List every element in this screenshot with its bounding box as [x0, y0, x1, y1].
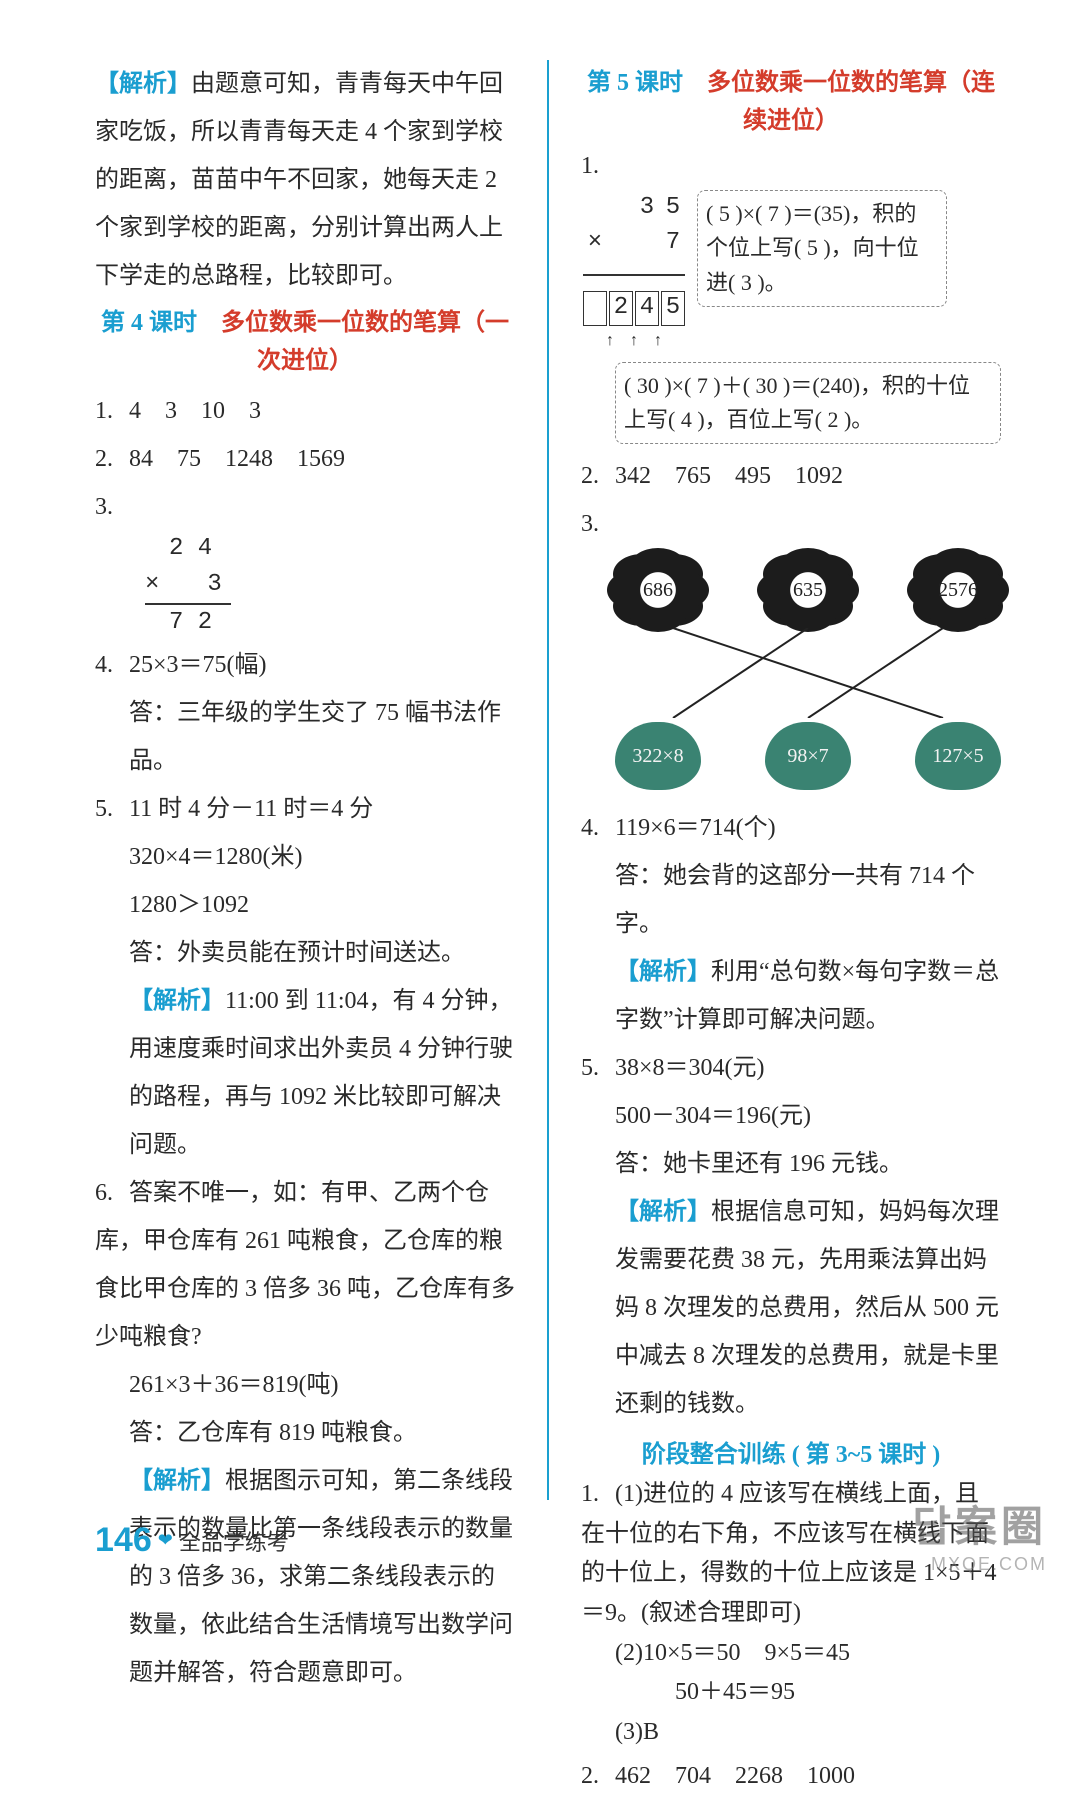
r-q2: 2.342 765 495 1092 — [581, 452, 1001, 500]
flower-2: 635 — [765, 556, 851, 624]
stage-header: 阶段整合训练 ( 第 3~5 课时 ) — [581, 1434, 1001, 1469]
match-lines — [615, 628, 1001, 718]
matching-diagram: 686 635 2576 322×8 98×7 127×5 — [581, 556, 1001, 790]
lesson-5-label: 第 5 课时 — [587, 70, 683, 96]
watermark: 답案圈 MXQE.COM — [912, 1493, 1047, 1575]
page-footer: 146 ❤ 全品学练考 — [95, 1521, 289, 1560]
footer-text: 全品学练考 — [179, 1525, 289, 1557]
balloon-2: ( 30 )×( 7 )＋( 30 )＝(240)，积的十位上写( 4 )，百位… — [615, 362, 1001, 444]
l-q5: 5.11 时 4 分－11 时＝4 分 — [95, 785, 515, 833]
l-q6-analysis: 【解析】根据图示可知，第二条线段表示的数量比第一条线段表示的数量的 3 倍多 3… — [95, 1457, 515, 1697]
leaf-3: 127×5 — [915, 722, 1001, 790]
vertical-multiplication: 35 ×7 245 ↑ ↑ ↑ — [581, 190, 687, 354]
footer-icon: ❤ — [158, 1530, 173, 1551]
l-q6: 6.答案不唯一，如：有甲、乙两个仓库，甲仓库有 261 吨粮食，乙仓库的粮食比甲… — [95, 1169, 515, 1361]
r-q4-analysis: 【解析】利用“总句数×每句字数＝总字数”计算即可解决问题。 — [581, 948, 1001, 1044]
analysis-1: 【解析】由题意可知，青青每天中午回家吃饭，所以青青每天走 4 个家到学校的距离，… — [95, 60, 515, 300]
leaf-1: 322×8 — [615, 722, 701, 790]
lesson-5-title: 多位数乘一位数的笔算（连续进位） — [707, 70, 995, 134]
lesson-5-header: 第 5 课时 多位数乘一位数的笔算（连续进位） — [581, 64, 1001, 141]
l-q4-ans: 答：三年级的学生交了 75 幅书法作品。 — [95, 689, 515, 785]
flower-3: 2576 — [915, 556, 1001, 624]
s-q2: 2.462 704 2268 1000 — [581, 1752, 1001, 1800]
l-q1: 1.4 3 10 3 — [95, 387, 515, 435]
lesson-4-label: 第 4 课时 — [101, 310, 197, 336]
l-q4: 4.25×3＝75(幅) — [95, 641, 515, 689]
l-q3-calc: 2 4 × 3 7 2 — [145, 531, 515, 641]
r-q5: 5.38×8＝304(元) — [581, 1044, 1001, 1092]
r-q5-analysis: 【解析】根据信息可知，妈妈每次理发需要花费 38 元，先用乘法算出妈妈 8 次理… — [581, 1188, 1001, 1428]
l-q2: 2.84 75 1248 1569 — [95, 435, 515, 483]
flower-1: 686 — [615, 556, 701, 624]
page-number: 146 — [95, 1521, 152, 1560]
l-q3: 3. — [95, 483, 515, 531]
r-q4: 4.119×6＝714(个) — [581, 804, 1001, 852]
column-divider — [547, 60, 549, 1500]
balloon-1: ( 5 )×( 7 )＝(35)，积的个位上写( 5 )，向十位进( 3 )。 — [697, 190, 947, 306]
leaf-2: 98×7 — [765, 722, 851, 790]
lesson-4-title: 多位数乘一位数的笔算（一次进位） — [221, 310, 509, 374]
r-q1: 1. 35 ×7 245 ↑ ↑ ↑ ( 5 )×( 7 )＝(35)，积的个位… — [581, 147, 1001, 444]
l-q5-analysis: 【解析】11:00 到 11:04，有 4 分钟，用速度乘时间求出外卖员 4 分… — [95, 977, 515, 1169]
analysis-tag: 【解析】 — [95, 71, 191, 97]
r-q3: 3. — [581, 500, 1001, 548]
lesson-4-header: 第 4 课时 多位数乘一位数的笔算（一次进位） — [95, 304, 515, 381]
